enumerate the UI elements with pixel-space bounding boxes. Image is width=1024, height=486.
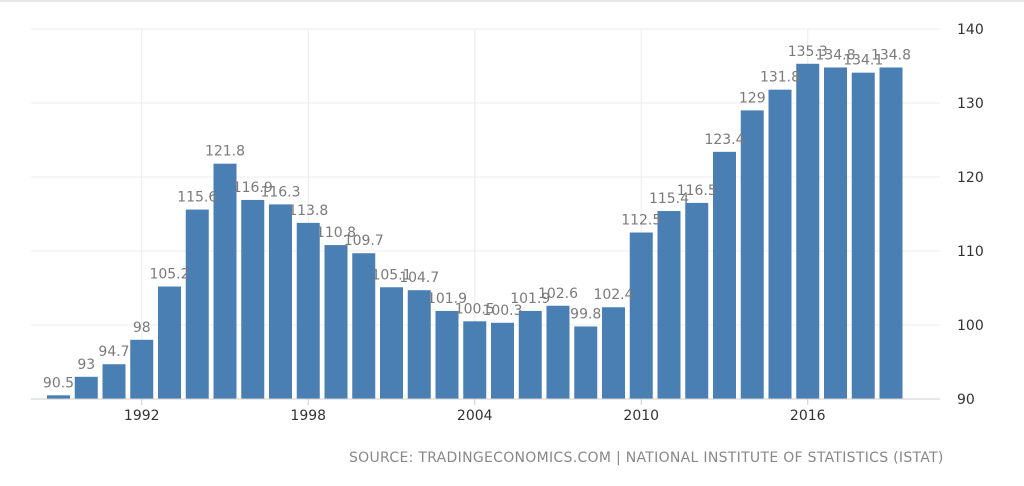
bar bbox=[602, 307, 625, 399]
bar bbox=[324, 245, 348, 399]
bar bbox=[158, 286, 181, 399]
data-label: 116.9 bbox=[233, 180, 273, 196]
bar bbox=[241, 199, 265, 399]
y-axis-ticks: 90 100 110 120 130 140 bbox=[957, 22, 984, 408]
data-label: 116.3 bbox=[260, 184, 300, 200]
bar bbox=[407, 290, 431, 399]
y-tick-label: 130 bbox=[957, 96, 984, 112]
data-label: 134.8 bbox=[815, 47, 855, 63]
bar bbox=[740, 110, 764, 400]
data-label: 94.7 bbox=[98, 344, 129, 360]
bar bbox=[463, 321, 487, 399]
bar bbox=[629, 232, 653, 399]
bar bbox=[685, 202, 709, 399]
top-divider bbox=[0, 0, 1024, 2]
data-label: 105.1 bbox=[371, 267, 411, 283]
data-label: 134.1 bbox=[843, 53, 883, 69]
bar bbox=[213, 163, 237, 399]
data-label: 110.8 bbox=[316, 225, 356, 241]
data-label: 100.3 bbox=[482, 303, 522, 319]
data-label: 131.8 bbox=[760, 70, 800, 86]
bar bbox=[435, 310, 459, 399]
bar bbox=[879, 67, 903, 399]
data-label: 121.8 bbox=[205, 144, 245, 160]
bar bbox=[768, 89, 792, 400]
data-label: 101.9 bbox=[510, 291, 550, 307]
bar bbox=[713, 151, 736, 399]
data-label: 90.5 bbox=[43, 375, 74, 391]
bar bbox=[130, 339, 154, 399]
bar bbox=[518, 310, 542, 399]
data-label: 105.2 bbox=[149, 267, 189, 283]
data-label: 115.6 bbox=[177, 190, 217, 206]
data-label: 123.4 bbox=[704, 132, 744, 148]
data-label: 104.7 bbox=[399, 270, 439, 286]
data-label: 93 bbox=[77, 357, 95, 373]
y-tick-label: 90 bbox=[957, 392, 975, 408]
x-axis-ticks: 1992 1998 2004 2010 2016 bbox=[124, 399, 826, 424]
bar bbox=[657, 211, 681, 399]
data-label: 99.8 bbox=[570, 306, 601, 322]
data-label: 98 bbox=[133, 320, 151, 336]
y-tick-label: 140 bbox=[957, 22, 984, 38]
data-label: 102.4 bbox=[593, 287, 633, 303]
bars bbox=[47, 63, 903, 400]
bar bbox=[352, 253, 376, 399]
data-label: 116.5 bbox=[677, 183, 717, 199]
source-text: SOURCE: TRADINGECONOMICS.COM | NATIONAL … bbox=[349, 450, 944, 466]
bar bbox=[269, 204, 292, 399]
data-label: 135.3 bbox=[788, 44, 828, 60]
bar bbox=[851, 72, 875, 399]
data-label: 109.7 bbox=[344, 233, 384, 249]
bar bbox=[546, 305, 570, 399]
data-label: 115.4 bbox=[649, 191, 689, 207]
bar bbox=[74, 376, 98, 399]
x-tick-label: 2016 bbox=[790, 408, 826, 424]
data-label: 112.5 bbox=[621, 213, 661, 229]
data-label: 101.9 bbox=[427, 291, 467, 307]
x-tick-label: 1998 bbox=[290, 408, 326, 424]
y-tick-label: 100 bbox=[957, 318, 984, 334]
bar bbox=[824, 67, 847, 399]
bar bbox=[574, 326, 598, 399]
data-label: 129 bbox=[739, 90, 766, 106]
bar bbox=[102, 364, 126, 399]
x-tick-label: 2004 bbox=[457, 408, 493, 424]
x-tick-label: 2010 bbox=[623, 408, 659, 424]
y-tick-label: 120 bbox=[957, 170, 984, 186]
data-label: 134.8 bbox=[871, 47, 911, 63]
data-label: 102.6 bbox=[538, 286, 578, 302]
bar bbox=[47, 395, 70, 399]
data-label: 113.8 bbox=[288, 203, 328, 219]
x-tick-label: 1992 bbox=[124, 408, 160, 424]
data-label: 100.5 bbox=[455, 301, 495, 317]
y-tick-label: 110 bbox=[957, 244, 984, 260]
bar bbox=[380, 287, 403, 399]
bar bbox=[796, 63, 820, 399]
bar bbox=[491, 322, 514, 399]
bar bbox=[296, 222, 320, 399]
bar bbox=[185, 209, 209, 399]
